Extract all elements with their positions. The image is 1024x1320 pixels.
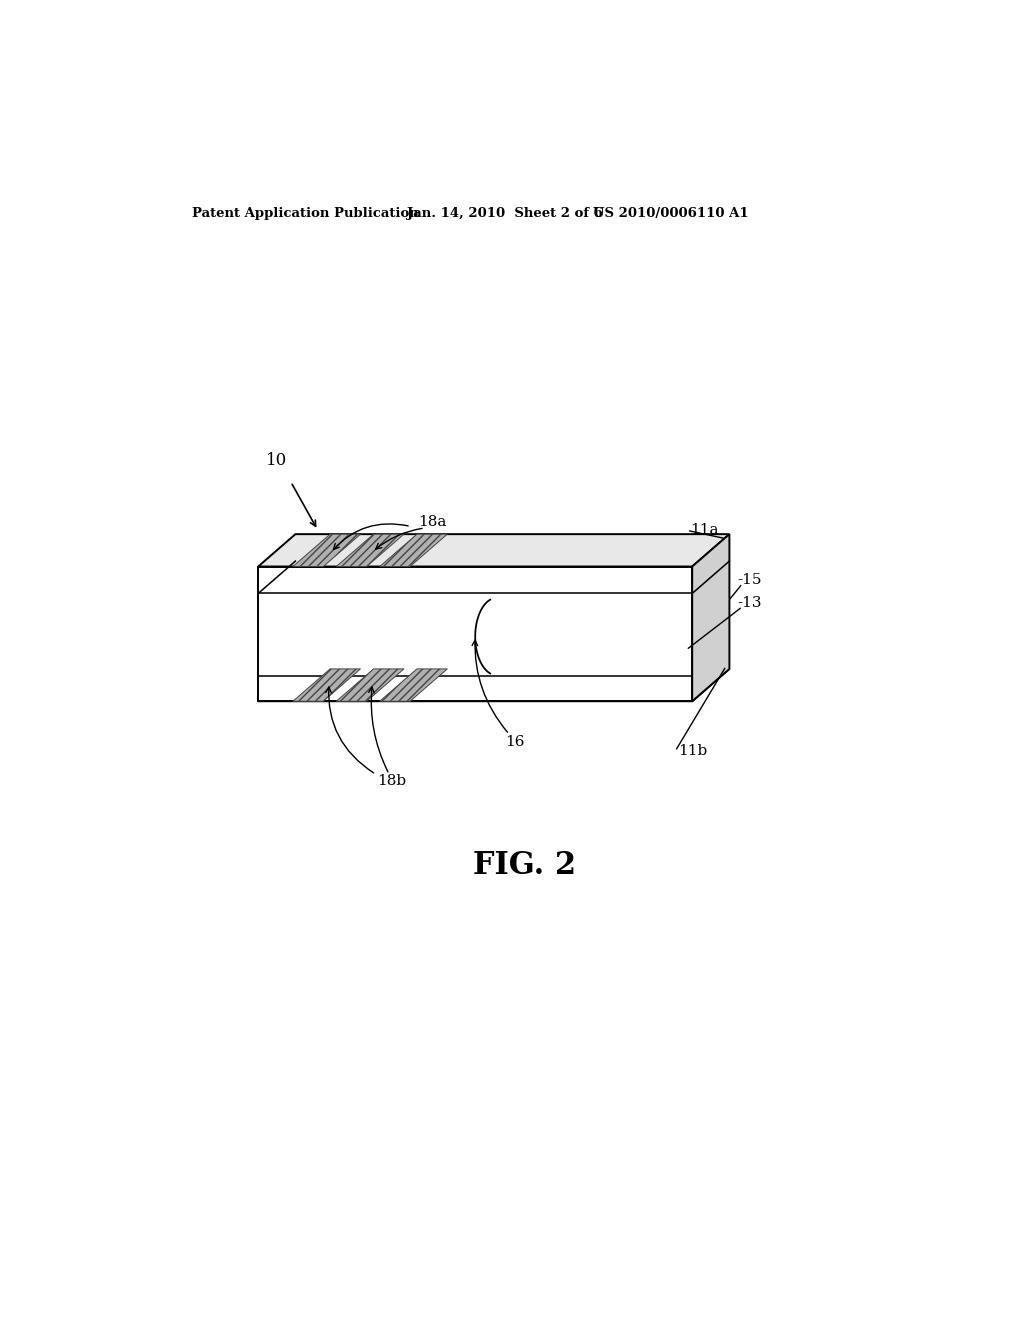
Text: 10: 10 bbox=[266, 451, 287, 469]
Text: 11b: 11b bbox=[678, 744, 708, 758]
Text: Jan. 14, 2010  Sheet 2 of 6: Jan. 14, 2010 Sheet 2 of 6 bbox=[407, 207, 603, 220]
Polygon shape bbox=[258, 669, 729, 701]
Text: US 2010/0006110 A1: US 2010/0006110 A1 bbox=[593, 207, 749, 220]
Polygon shape bbox=[336, 535, 403, 566]
Text: Patent Application Publication: Patent Application Publication bbox=[193, 207, 419, 220]
Polygon shape bbox=[380, 535, 447, 566]
Text: 18a: 18a bbox=[419, 515, 447, 529]
Polygon shape bbox=[258, 566, 692, 701]
Text: 18b: 18b bbox=[378, 774, 407, 788]
Polygon shape bbox=[258, 535, 729, 566]
Polygon shape bbox=[293, 669, 360, 701]
Polygon shape bbox=[380, 669, 447, 701]
Polygon shape bbox=[336, 669, 403, 701]
Text: -15: -15 bbox=[737, 573, 762, 587]
Text: -13: -13 bbox=[737, 597, 762, 610]
Polygon shape bbox=[293, 535, 360, 566]
Text: 11a: 11a bbox=[690, 523, 719, 537]
Text: 16: 16 bbox=[506, 735, 525, 748]
Polygon shape bbox=[692, 535, 729, 701]
Text: FIG. 2: FIG. 2 bbox=[473, 850, 577, 880]
